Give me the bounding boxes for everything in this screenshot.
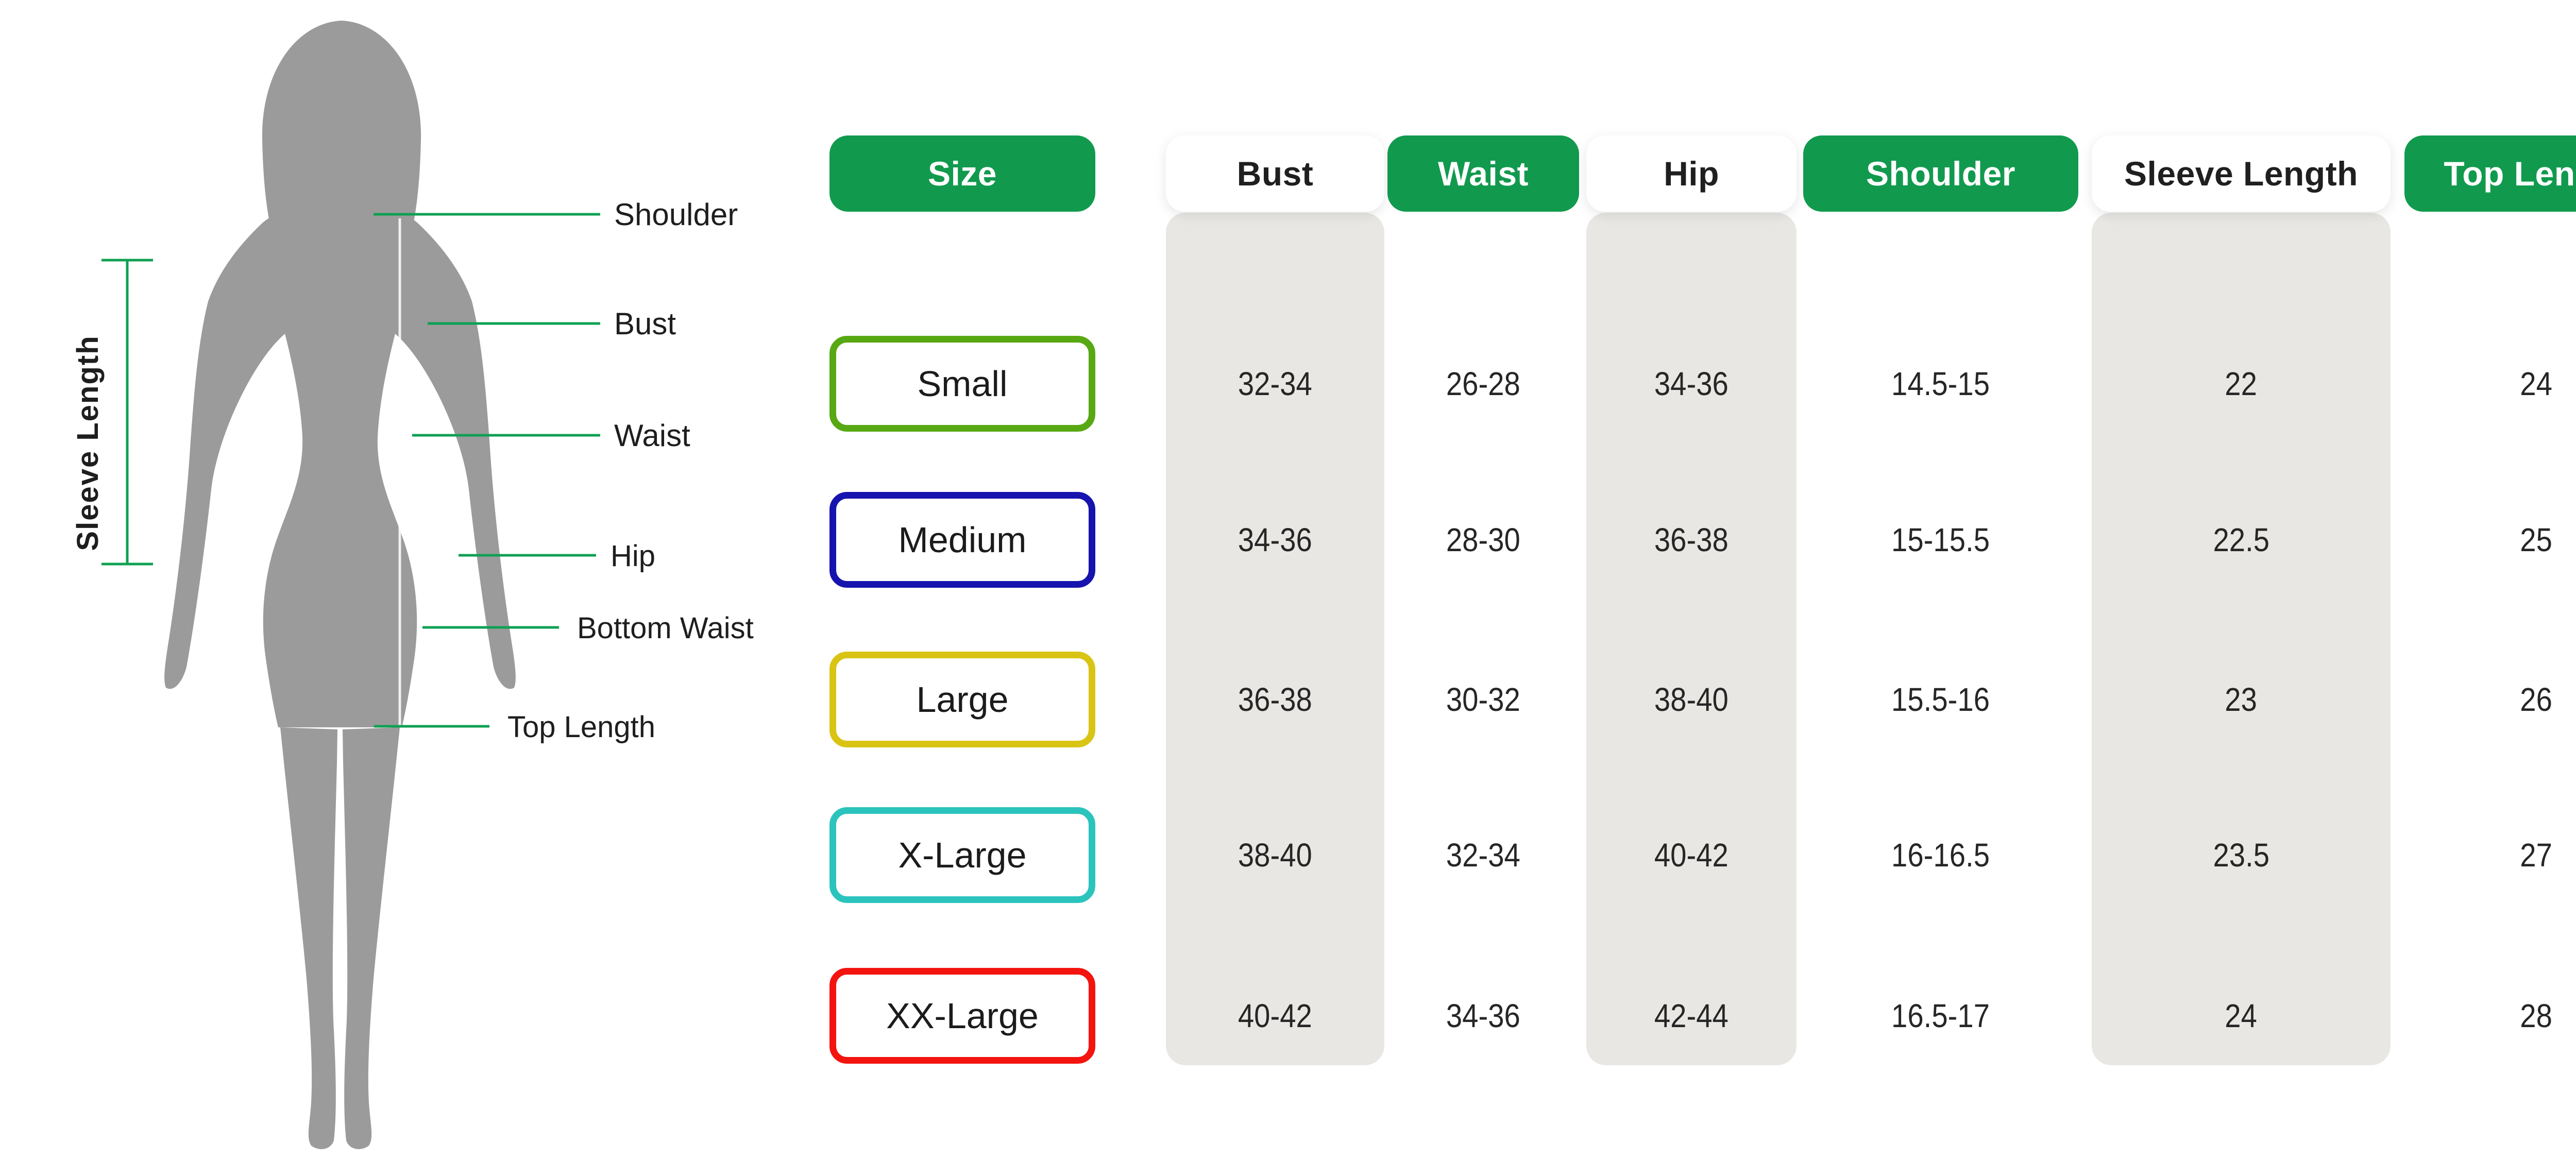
measurement-lines [101, 213, 600, 728]
waist-label: Waist [614, 418, 690, 453]
silhouette-left-leg [280, 727, 337, 1149]
cell-bust-large: 36-38 [1238, 681, 1313, 718]
cell-waist-large: 30-32 [1446, 681, 1521, 718]
column-header-hip: Hip [1586, 135, 1797, 212]
column-header-shoulder: Shoulder [1803, 135, 2078, 212]
cell-hip-large: 38-40 [1654, 681, 1729, 718]
cell-hip-small: 34-36 [1654, 365, 1729, 402]
cell-shoulder-xlarge: 16-16.5 [1891, 837, 1990, 874]
silhouette-torso-arms-dress [164, 205, 516, 727]
cell-top-length-medium: 25 [2520, 521, 2553, 558]
column-header-waist: Waist [1387, 135, 1579, 212]
shoulder-label: Shoulder [614, 197, 738, 232]
size-button-medium: Medium [829, 492, 1095, 588]
column-size: Size Small Medium Large X-Large XX-Large [829, 0, 1095, 1159]
bust-label: Bust [614, 306, 676, 341]
cell-top-length-xlarge: 27 [2520, 837, 2553, 874]
cell-waist-small: 26-28 [1446, 365, 1521, 402]
sleeve-length-label: Sleeve Length [71, 335, 105, 551]
column-header-bust: Bust [1166, 135, 1384, 212]
cell-waist-xlarge: 32-34 [1446, 837, 1521, 874]
column-hip: Hip 34-36 36-38 38-40 40-42 42-44 [1586, 0, 1797, 1159]
cell-hip-xlarge: 40-42 [1654, 837, 1729, 874]
cell-shoulder-large: 15.5-16 [1891, 681, 1990, 718]
bottom-waist-label: Bottom Waist [577, 611, 754, 645]
cell-sleeve-medium: 22.5 [2213, 521, 2269, 558]
cell-sleeve-xxlarge: 24 [2225, 997, 2258, 1034]
column-shoulder: Shoulder 14.5-15 15-15.5 15.5-16 16-16.5… [1803, 0, 2078, 1159]
cell-top-length-small: 24 [2520, 365, 2553, 402]
cell-hip-xxlarge: 42-44 [1654, 997, 1729, 1034]
column-sleeve-length: Sleeve Length 22 22.5 23 23.5 24 [2092, 0, 2391, 1159]
cell-sleeve-xlarge: 23.5 [2213, 837, 2269, 874]
cell-bust-small: 32-34 [1238, 365, 1313, 402]
cell-waist-medium: 28-30 [1446, 521, 1521, 558]
cell-waist-xxlarge: 34-36 [1446, 997, 1521, 1034]
cell-bust-medium: 34-36 [1238, 521, 1313, 558]
column-bust: Bust 32-34 34-36 36-38 38-40 40-42 [1166, 0, 1384, 1159]
size-button-xlarge: X-Large [829, 807, 1095, 903]
cell-hip-medium: 36-38 [1654, 521, 1729, 558]
size-button-large: Large [829, 652, 1095, 747]
size-button-xxlarge: XX-Large [829, 968, 1095, 1064]
cell-shoulder-xxlarge: 16.5-17 [1891, 997, 1990, 1034]
column-header-top-length: Top Length [2404, 135, 2576, 212]
column-top-length: Top Length 24 25 26 27 28 [2404, 0, 2576, 1159]
column-strip-sleeve-length [2092, 213, 2391, 1065]
hip-label: Hip [611, 539, 655, 573]
cell-bust-xlarge: 38-40 [1238, 837, 1313, 874]
female-silhouette [164, 21, 516, 1149]
cell-top-length-xxlarge: 28 [2520, 997, 2553, 1034]
column-strip-bust [1166, 213, 1384, 1065]
cell-top-length-large: 26 [2520, 681, 2553, 718]
cell-shoulder-medium: 15-15.5 [1891, 521, 1990, 558]
column-waist: Waist 26-28 28-30 30-32 32-34 34-36 [1387, 0, 1579, 1159]
cell-sleeve-small: 22 [2225, 365, 2258, 402]
figure-svg: Shoulder Bust Waist Hip Bottom Waist Top… [71, 21, 754, 1149]
top-length-label: Top Length [507, 710, 655, 744]
column-header-sleeve-length: Sleeve Length [2092, 135, 2391, 212]
body-measurement-diagram: Shoulder Bust Waist Hip Bottom Waist Top… [0, 0, 799, 1159]
silhouette-right-leg [343, 727, 400, 1149]
cell-shoulder-small: 14.5-15 [1891, 365, 1990, 402]
size-button-small: Small [829, 336, 1095, 432]
cell-bust-xxlarge: 40-42 [1238, 997, 1313, 1034]
column-strip-hip [1586, 213, 1797, 1065]
column-header-size: Size [829, 135, 1095, 212]
cell-sleeve-large: 23 [2225, 681, 2258, 718]
